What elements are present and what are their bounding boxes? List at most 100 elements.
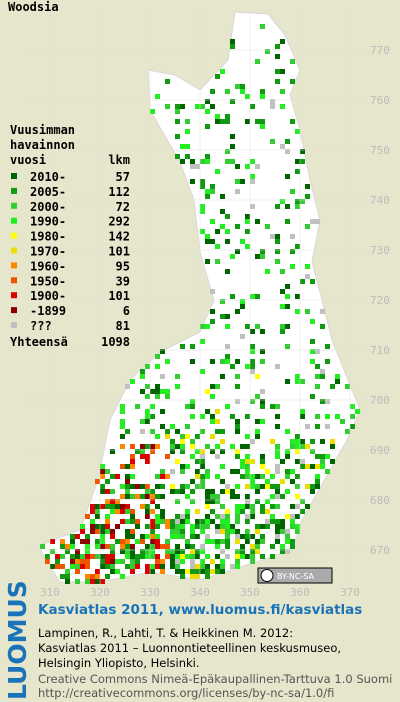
record-square <box>260 124 265 129</box>
record-square <box>70 539 75 544</box>
record-square <box>230 414 235 419</box>
record-square <box>240 239 245 244</box>
record-square <box>235 539 240 544</box>
record-square <box>290 234 295 239</box>
record-square <box>110 544 115 549</box>
record-square <box>145 454 150 459</box>
record-square <box>155 544 160 549</box>
record-square <box>275 234 280 239</box>
record-square <box>85 579 90 584</box>
legend-label: 1990- <box>30 215 66 229</box>
record-square <box>145 564 150 569</box>
record-square <box>310 339 315 344</box>
record-square <box>325 424 330 429</box>
record-square <box>240 299 245 304</box>
record-square <box>110 559 115 564</box>
record-square <box>245 469 250 474</box>
record-square <box>270 404 275 409</box>
record-square <box>80 564 85 569</box>
record-square <box>220 209 225 214</box>
record-square <box>310 279 315 284</box>
record-square <box>115 474 120 479</box>
record-square <box>255 254 260 259</box>
record-square <box>250 179 255 184</box>
record-square <box>275 44 280 49</box>
record-square <box>170 549 175 554</box>
record-square <box>170 469 175 474</box>
record-square <box>225 484 230 489</box>
record-square <box>250 369 255 374</box>
record-square <box>320 399 325 404</box>
record-square <box>105 499 110 504</box>
record-square <box>175 109 180 114</box>
record-square <box>200 564 205 569</box>
record-square <box>140 549 145 554</box>
legend-swatch <box>11 292 17 299</box>
record-square <box>245 444 250 449</box>
record-square <box>310 394 315 399</box>
record-square <box>265 524 270 529</box>
record-square <box>135 539 140 544</box>
record-square <box>170 554 175 559</box>
record-square <box>115 539 120 544</box>
record-square <box>250 174 255 179</box>
record-square <box>190 359 195 364</box>
record-square <box>155 384 160 389</box>
legend-count: 142 <box>108 230 130 244</box>
record-square <box>300 459 305 464</box>
record-square <box>290 519 295 524</box>
license-badge: BY-NC-SA <box>257 567 333 584</box>
license-line: http://creativecommons.org/licenses/by-n… <box>38 686 334 700</box>
record-square <box>225 534 230 539</box>
record-square <box>250 554 255 559</box>
record-square <box>245 454 250 459</box>
record-square <box>270 514 275 519</box>
record-square <box>240 334 245 339</box>
record-square <box>170 489 175 494</box>
record-square <box>250 514 255 519</box>
legend-swatch <box>11 247 17 254</box>
record-square <box>225 269 230 274</box>
record-square <box>235 249 240 254</box>
record-square <box>70 534 75 539</box>
record-square <box>245 534 250 539</box>
record-square <box>195 434 200 439</box>
record-square <box>160 544 165 549</box>
record-square <box>265 519 270 524</box>
record-square <box>285 219 290 224</box>
record-square <box>125 549 130 554</box>
record-square <box>60 539 65 544</box>
record-square <box>195 104 200 109</box>
record-square <box>80 529 85 534</box>
record-square <box>355 409 360 414</box>
record-square <box>135 494 140 499</box>
record-square <box>265 479 270 484</box>
record-square <box>125 489 130 494</box>
record-square <box>215 169 220 174</box>
record-square <box>345 384 350 389</box>
record-square <box>195 474 200 479</box>
record-square <box>150 449 155 454</box>
record-square <box>265 269 270 274</box>
record-square <box>160 374 165 379</box>
record-square <box>95 514 100 519</box>
record-square <box>275 364 280 369</box>
record-square <box>210 519 215 524</box>
record-square <box>200 339 205 344</box>
record-square <box>75 554 80 559</box>
record-square <box>210 434 215 439</box>
record-square <box>210 489 215 494</box>
record-square <box>285 344 290 349</box>
record-square <box>175 384 180 389</box>
record-square <box>120 484 125 489</box>
record-square <box>155 564 160 569</box>
record-square <box>200 474 205 479</box>
record-square <box>155 474 160 479</box>
record-square <box>295 444 300 449</box>
record-square <box>255 434 260 439</box>
record-square <box>240 89 245 94</box>
record-square <box>120 574 125 579</box>
record-square <box>230 99 235 104</box>
record-square <box>110 489 115 494</box>
record-square <box>180 569 185 574</box>
